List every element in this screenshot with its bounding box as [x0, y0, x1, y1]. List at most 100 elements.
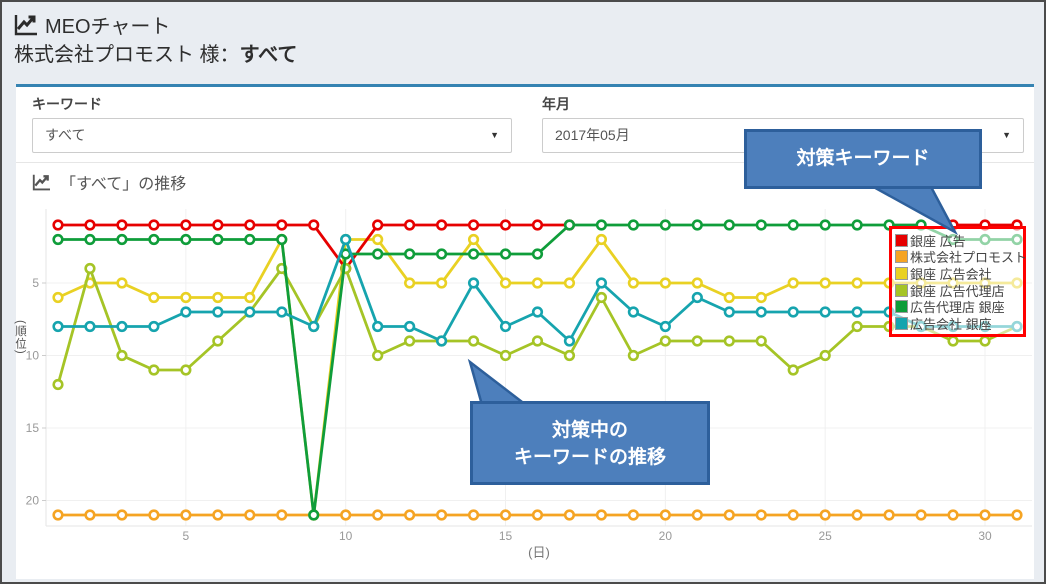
- data-point: [627, 509, 639, 521]
- data-point: [84, 233, 96, 246]
- month-filter-label: 年月: [542, 96, 570, 112]
- data-point: [787, 219, 799, 231]
- data-point: [435, 219, 448, 231]
- data-point: [180, 364, 192, 376]
- data-point: [404, 248, 416, 260]
- legend-item[interactable]: 広告代理店 銀座: [895, 298, 1020, 315]
- data-point: [244, 233, 256, 246]
- data-point: [819, 509, 831, 521]
- data-point: [627, 277, 639, 289]
- legend-label: 広告会社 銀座: [910, 316, 992, 332]
- data-point: [435, 277, 448, 289]
- data-point: [659, 335, 671, 347]
- data-point: [595, 509, 608, 521]
- data-point: [212, 233, 224, 246]
- data-point: [851, 320, 863, 333]
- data-point: [627, 219, 639, 231]
- data-point: [148, 219, 160, 231]
- data-point: [723, 509, 735, 521]
- legend-swatch-icon: [895, 233, 908, 247]
- legend-item[interactable]: 銀座 広告: [895, 232, 1020, 249]
- data-point: [84, 262, 96, 275]
- data-point: [180, 291, 192, 304]
- legend-item[interactable]: 広告会社 銀座: [895, 315, 1020, 332]
- data-point: [819, 277, 831, 289]
- data-point: [531, 219, 544, 231]
- month-select-value: 2017年05月: [555, 127, 630, 143]
- data-point: [212, 509, 224, 521]
- data-point: [691, 291, 703, 304]
- keyword-select[interactable]: すべて ▼: [32, 118, 512, 153]
- y-tick-label: 20: [26, 494, 40, 508]
- data-point: [116, 233, 128, 246]
- data-point: [276, 306, 288, 318]
- data-point: [372, 233, 384, 246]
- data-point: [755, 335, 767, 347]
- data-point: [308, 509, 320, 521]
- data-point: [404, 509, 416, 521]
- data-point: [116, 320, 128, 333]
- data-point: [755, 291, 767, 304]
- data-point: [52, 233, 64, 246]
- legend-item[interactable]: 銀座 広告代理店: [895, 282, 1020, 299]
- keyword-filter-label: キーワード: [32, 96, 102, 112]
- data-point: [723, 335, 735, 347]
- legend-swatch-icon: [895, 266, 908, 280]
- legend-swatch-icon: [895, 250, 908, 264]
- dropdown-arrow-icon: ▼: [490, 130, 499, 140]
- data-point: [787, 277, 799, 289]
- data-point: [116, 219, 128, 231]
- data-point: [819, 349, 831, 362]
- data-point: [659, 277, 671, 289]
- data-point: [755, 509, 767, 521]
- section-header: 「すべて」の推移: [32, 170, 186, 194]
- data-point: [435, 509, 448, 521]
- data-point: [467, 233, 480, 246]
- x-tick-label: 25: [819, 529, 833, 543]
- legend-item[interactable]: 銀座 広告会社: [895, 265, 1020, 282]
- x-tick-label: 5: [183, 529, 190, 543]
- data-point: [499, 320, 512, 333]
- data-point: [563, 277, 576, 289]
- data-point: [212, 219, 224, 231]
- data-point: [372, 509, 384, 521]
- y-axis-title: (順位): [14, 320, 26, 355]
- data-point: [691, 335, 703, 347]
- legend-swatch-icon: [895, 283, 908, 297]
- app-title-row: MEOチャート: [14, 10, 170, 39]
- data-point: [851, 219, 863, 231]
- legend-item[interactable]: 株式会社プロモスト: [895, 249, 1027, 265]
- data-point: [1011, 509, 1023, 521]
- data-point: [723, 219, 735, 231]
- data-point: [531, 509, 544, 521]
- dropdown-arrow-icon: ▼: [1002, 130, 1011, 140]
- data-point: [467, 277, 480, 289]
- data-point: [276, 219, 288, 231]
- data-point: [148, 364, 160, 376]
- data-point: [212, 306, 224, 318]
- chart-line-icon: [14, 14, 37, 35]
- data-point: [244, 509, 256, 521]
- client-subtitle: 株式会社プロモスト 様：すべて: [14, 44, 298, 66]
- keyword-select-value: すべて: [45, 127, 86, 143]
- data-point: [659, 320, 671, 333]
- data-point: [180, 509, 192, 521]
- section-title: 「すべて」の推移: [60, 176, 187, 193]
- page-header: MEOチャート 株式会社プロモスト 様：すべて: [2, 2, 1044, 82]
- data-point: [340, 509, 352, 521]
- data-point: [659, 509, 671, 521]
- data-point: [499, 219, 512, 231]
- data-point: [531, 335, 544, 347]
- data-point: [819, 219, 831, 231]
- data-point: [52, 509, 64, 521]
- data-point: [467, 335, 480, 347]
- chart-line-icon: [32, 174, 50, 190]
- legend-label: 銀座 広告会社: [910, 266, 992, 282]
- data-point: [595, 277, 608, 289]
- x-tick-label: 20: [659, 529, 673, 543]
- x-tick-label: 10: [339, 529, 353, 543]
- chart-line-銀座 広告: [58, 223, 570, 270]
- data-point: [116, 349, 128, 362]
- data-point: [499, 277, 512, 289]
